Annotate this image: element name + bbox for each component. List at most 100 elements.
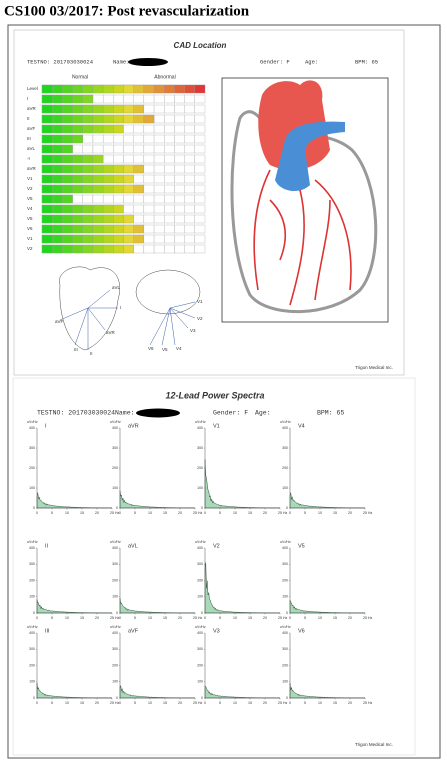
y-tick-label: 100 bbox=[282, 595, 288, 599]
row-label: II bbox=[27, 116, 30, 121]
cell bbox=[133, 94, 145, 104]
filled-cell bbox=[82, 124, 94, 134]
x-tick-label: 0 bbox=[119, 511, 121, 515]
y-unit: uV²/Hz bbox=[27, 540, 38, 544]
x-tick-label: 10 bbox=[233, 511, 237, 515]
filled-cell bbox=[62, 124, 73, 134]
cell bbox=[153, 204, 165, 214]
cell bbox=[174, 174, 185, 184]
filled-cell bbox=[72, 154, 83, 164]
cell bbox=[184, 214, 195, 224]
filled-cell bbox=[123, 234, 134, 244]
cell bbox=[113, 154, 124, 164]
filled-cell bbox=[62, 244, 73, 254]
filled-cell bbox=[52, 134, 63, 144]
y-unit: uV²/Hz bbox=[110, 625, 121, 629]
filled-cell bbox=[41, 134, 53, 144]
y-tick-label: 100 bbox=[29, 486, 35, 490]
cell bbox=[123, 194, 134, 204]
filled-cell bbox=[41, 234, 53, 244]
x-unit: Hz bbox=[198, 701, 203, 705]
filled-cell bbox=[102, 234, 114, 244]
cell bbox=[164, 234, 175, 244]
row-label: aVR bbox=[27, 106, 37, 111]
filled-cell bbox=[82, 214, 94, 224]
name: Name: bbox=[113, 58, 130, 65]
limb-diagram bbox=[59, 266, 120, 351]
cell bbox=[184, 184, 195, 194]
cell bbox=[92, 144, 104, 154]
x-tick-label: 5 bbox=[219, 616, 221, 620]
x-tick-label: 15 bbox=[248, 511, 252, 515]
cell bbox=[123, 94, 134, 104]
chest-diagram bbox=[135, 269, 201, 346]
lead-label: V4 bbox=[176, 346, 182, 351]
filled-cell bbox=[82, 234, 94, 244]
cell bbox=[184, 234, 195, 244]
y-tick-label: 200 bbox=[282, 578, 288, 582]
x-tick-label: 0 bbox=[204, 616, 206, 620]
row-label: V2 bbox=[27, 246, 33, 251]
y-tick-label: 0 bbox=[116, 611, 118, 615]
filled-cell bbox=[153, 84, 165, 94]
filled-cell bbox=[92, 244, 104, 254]
filled-cell bbox=[174, 84, 185, 94]
filled-cell bbox=[92, 84, 104, 94]
filled-cell bbox=[113, 84, 124, 94]
filled-cell bbox=[92, 184, 104, 194]
x-tick-label: 0 bbox=[119, 701, 121, 705]
cell bbox=[164, 104, 175, 114]
row-label: V1 bbox=[27, 236, 33, 241]
filled-cell bbox=[52, 84, 63, 94]
cell bbox=[194, 174, 206, 184]
x-tick-label: 5 bbox=[304, 511, 306, 515]
cell bbox=[184, 174, 195, 184]
x-tick-label: 5 bbox=[219, 511, 221, 515]
y-tick-label: 200 bbox=[112, 578, 118, 582]
filled-cell bbox=[62, 204, 73, 214]
aorta-atrium bbox=[258, 80, 330, 170]
y-tick-label: 0 bbox=[201, 611, 203, 615]
filled-cell bbox=[82, 174, 94, 184]
cell bbox=[133, 144, 145, 154]
cell bbox=[143, 194, 155, 204]
cell bbox=[133, 134, 145, 144]
filled-cell bbox=[52, 114, 63, 124]
axes bbox=[36, 548, 112, 614]
filled-cell bbox=[133, 104, 145, 114]
cell bbox=[174, 94, 185, 104]
cell bbox=[143, 244, 155, 254]
filled-cell bbox=[82, 164, 94, 174]
filled-cell bbox=[41, 184, 53, 194]
filled-cell bbox=[62, 144, 73, 154]
x-tick-label: 5 bbox=[219, 701, 221, 705]
x-tick-label: 5 bbox=[51, 616, 53, 620]
filled-cell bbox=[102, 184, 114, 194]
filled-cell bbox=[72, 204, 83, 214]
filled-cell bbox=[123, 114, 134, 124]
filled-cell bbox=[52, 194, 63, 204]
cell bbox=[153, 144, 165, 154]
y-tick-label: 100 bbox=[197, 680, 203, 684]
y-tick-label: 0 bbox=[201, 696, 203, 700]
y-tick-label: 200 bbox=[29, 578, 35, 582]
x-unit: Hz bbox=[283, 511, 288, 515]
x-tick-label: 15 bbox=[333, 511, 337, 515]
cell bbox=[194, 154, 206, 164]
filled-cell bbox=[62, 234, 73, 244]
filled-cell bbox=[113, 104, 124, 114]
filled-cell bbox=[52, 204, 63, 214]
cell bbox=[174, 134, 185, 144]
y-tick-label: 400 bbox=[282, 426, 288, 430]
cell bbox=[143, 104, 155, 114]
y-tick-label: 400 bbox=[282, 546, 288, 550]
filled-cell bbox=[72, 214, 83, 224]
filled-cell bbox=[41, 164, 53, 174]
cell bbox=[143, 224, 155, 234]
x-tick-label: 25 bbox=[278, 701, 282, 705]
x-tick-label: 10 bbox=[148, 616, 152, 620]
filled-cell bbox=[123, 84, 134, 94]
filled-cell bbox=[92, 224, 104, 234]
x-tick-label: 10 bbox=[318, 616, 322, 620]
cad-heading: CAD Location bbox=[174, 41, 227, 50]
